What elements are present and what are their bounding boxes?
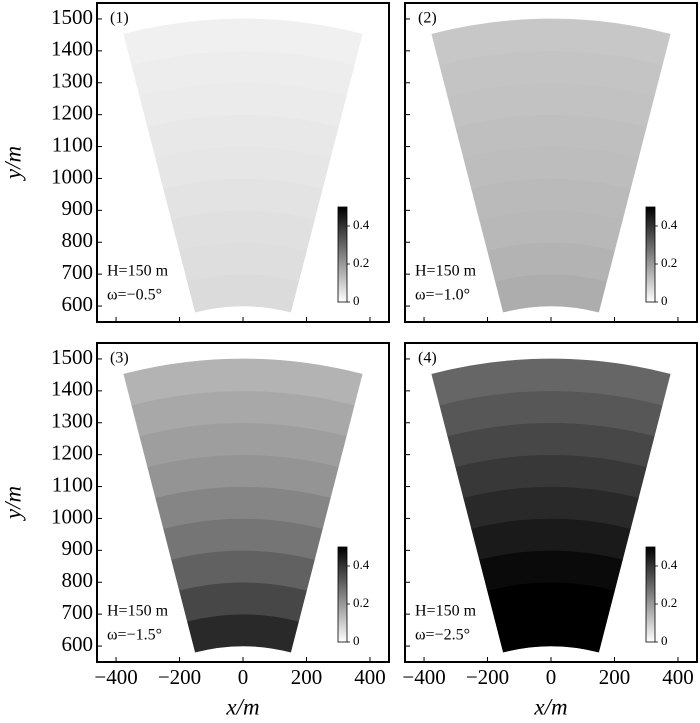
colorbar-tick-label: 0.2 bbox=[661, 255, 677, 270]
y-tick-label: 800 bbox=[62, 228, 94, 252]
panel-label: (1) bbox=[110, 10, 129, 27]
colorbar-tick-label: 0.4 bbox=[661, 557, 678, 572]
annotation: H=150 m bbox=[107, 263, 169, 280]
annotation: ω=−1.5° bbox=[107, 627, 162, 644]
y-tick-label: 900 bbox=[62, 536, 94, 560]
x-tick-label: −400 bbox=[94, 665, 137, 689]
annotation: ω=−0.5° bbox=[107, 287, 162, 304]
x-tick-label: 200 bbox=[599, 665, 631, 689]
x-tick-label: −200 bbox=[466, 665, 509, 689]
y-axis-label: y/m bbox=[0, 486, 25, 521]
y-tick-label: 1400 bbox=[51, 377, 93, 401]
colorbar bbox=[337, 546, 348, 643]
x-tick-label: 0 bbox=[546, 665, 557, 689]
annotation: H=150 m bbox=[107, 603, 169, 620]
x-axis-label: x/m bbox=[533, 694, 567, 719]
y-tick-label: 1000 bbox=[51, 164, 93, 188]
y-tick-label: 1400 bbox=[51, 37, 93, 61]
fan-band bbox=[431, 358, 671, 406]
y-tick-label: 1500 bbox=[51, 5, 93, 29]
x-tick-label: 200 bbox=[291, 665, 323, 689]
annotation: H=150 m bbox=[415, 603, 477, 620]
annotation: ω=−1.0° bbox=[415, 287, 470, 304]
x-tick-label: 400 bbox=[662, 665, 694, 689]
x-tick-label: 400 bbox=[354, 665, 386, 689]
fan-band bbox=[123, 358, 363, 406]
y-tick-label: 600 bbox=[62, 292, 94, 316]
fan-band bbox=[123, 18, 363, 66]
colorbar-tick-label: 0.2 bbox=[661, 595, 677, 610]
fan-band bbox=[495, 613, 607, 653]
y-tick-label: 1100 bbox=[52, 132, 93, 156]
colorbar-tick-label: 0 bbox=[353, 633, 360, 648]
colorbar-tick-label: 0.4 bbox=[353, 217, 370, 232]
colorbar-tick-label: 0 bbox=[661, 293, 668, 308]
fan-band bbox=[187, 613, 299, 653]
colorbar-tick-label: 0 bbox=[353, 293, 360, 308]
y-tick-label: 700 bbox=[62, 260, 94, 284]
panel-label: (3) bbox=[110, 350, 129, 367]
colorbar bbox=[337, 206, 348, 303]
colorbar-tick-label: 0.4 bbox=[661, 217, 678, 232]
x-axis-label: x/m bbox=[225, 694, 259, 719]
colorbar-tick-label: 0 bbox=[661, 633, 668, 648]
x-tick-label: −200 bbox=[158, 665, 201, 689]
y-tick-label: 1300 bbox=[51, 69, 93, 93]
colorbar-tick-label: 0.2 bbox=[353, 595, 369, 610]
y-tick-label: 900 bbox=[62, 196, 94, 220]
y-axis-label: y/m bbox=[0, 146, 25, 181]
fan-band bbox=[431, 18, 671, 66]
fan-band bbox=[187, 273, 299, 313]
annotation: H=150 m bbox=[415, 263, 477, 280]
y-tick-label: 600 bbox=[62, 632, 94, 656]
colorbar bbox=[645, 546, 656, 643]
y-tick-label: 1300 bbox=[51, 409, 93, 433]
colorbar bbox=[645, 206, 656, 303]
panel-label: (4) bbox=[418, 350, 437, 367]
fan-band bbox=[495, 273, 607, 313]
colorbar-tick-label: 0.4 bbox=[353, 557, 370, 572]
panel-label: (2) bbox=[418, 10, 437, 27]
x-tick-label: 0 bbox=[238, 665, 249, 689]
y-tick-label: 700 bbox=[62, 600, 94, 624]
colorbar-tick-label: 0.2 bbox=[353, 255, 369, 270]
y-tick-label: 1100 bbox=[52, 472, 93, 496]
y-tick-label: 1200 bbox=[51, 100, 93, 124]
y-tick-label: 1200 bbox=[51, 440, 93, 464]
y-tick-label: 800 bbox=[62, 568, 94, 592]
x-tick-label: −400 bbox=[402, 665, 445, 689]
y-tick-label: 1000 bbox=[51, 504, 93, 528]
annotation: ω=−2.5° bbox=[415, 627, 470, 644]
y-tick-label: 1500 bbox=[51, 345, 93, 369]
